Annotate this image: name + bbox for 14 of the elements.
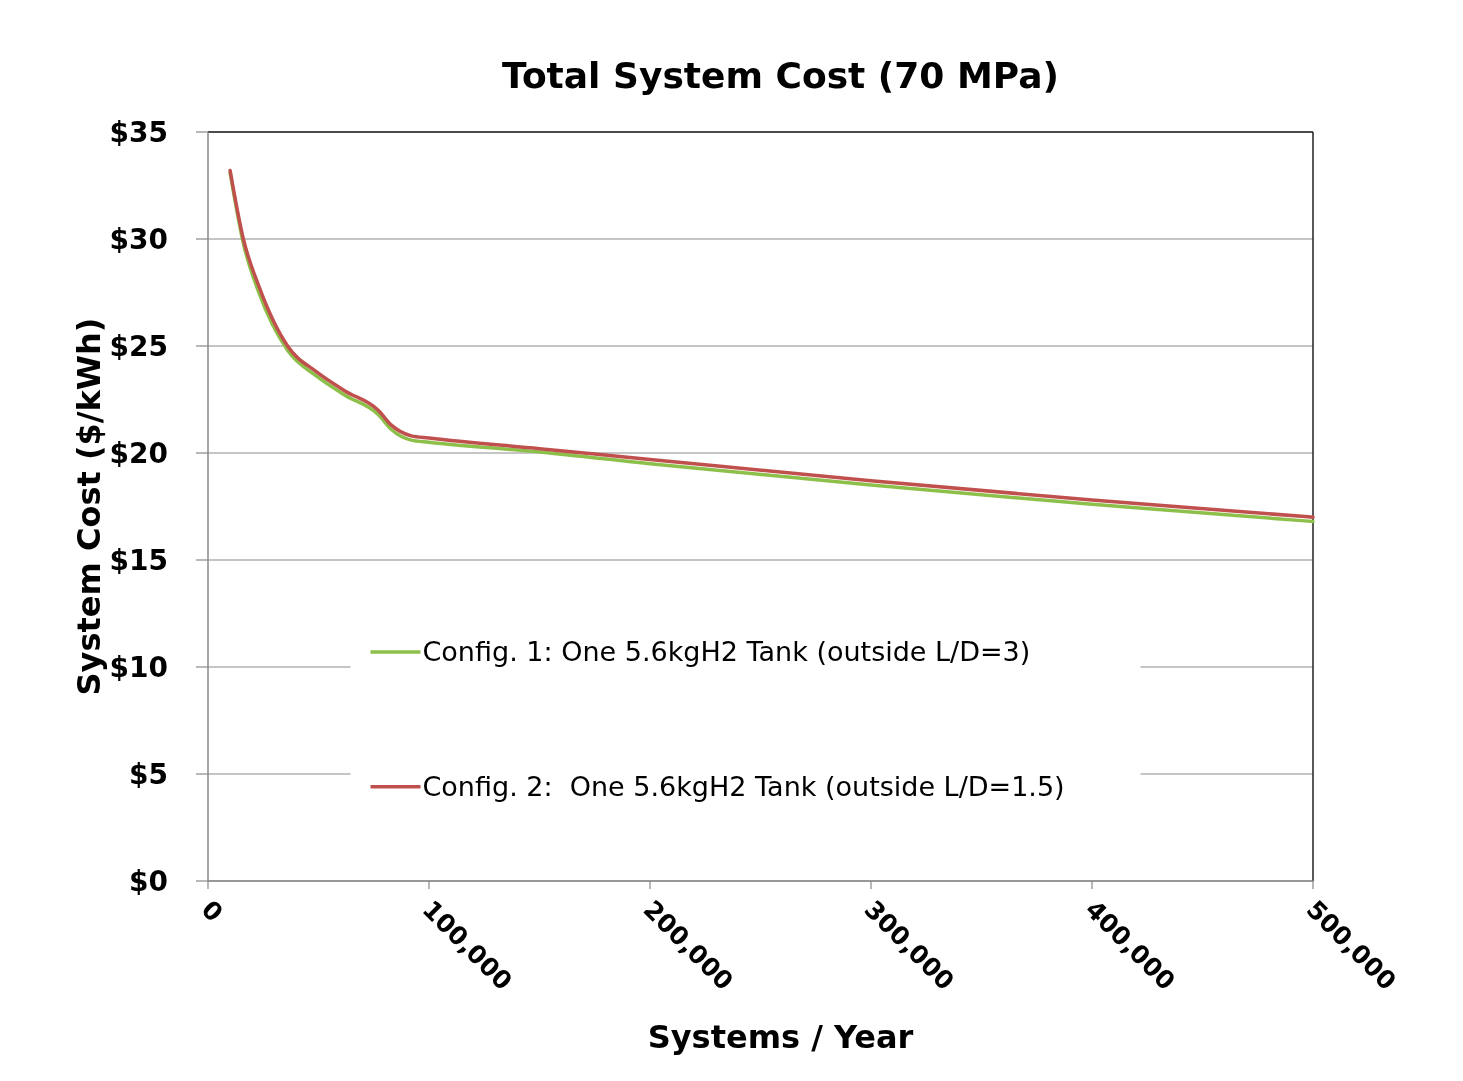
chart-title: Total System Cost (70 MPa) <box>502 55 1059 96</box>
y-tick-label: $15 <box>109 543 168 577</box>
y-tick-label: $30 <box>109 222 168 256</box>
y-tick-label: $0 <box>129 864 168 898</box>
y-tick-label: $10 <box>109 650 168 684</box>
y-axis-title: System Cost ($/kWh) <box>70 317 108 696</box>
y-tick-label: $35 <box>109 115 168 149</box>
x-axis-title: Systems / Year <box>647 1018 914 1056</box>
legend-label: Config. 2: One 5.6kgH2 Tank (outside L/D=1.5) <box>422 771 1065 803</box>
legend-label: Config. 1: One 5.6kgH2 Tank (outside L/D=3) <box>422 636 1031 668</box>
x-tick-label: 0 <box>195 894 229 928</box>
y-tick-label: $5 <box>129 757 168 791</box>
y-tick-label: $20 <box>109 436 168 470</box>
y-tick-label: $25 <box>109 329 168 363</box>
